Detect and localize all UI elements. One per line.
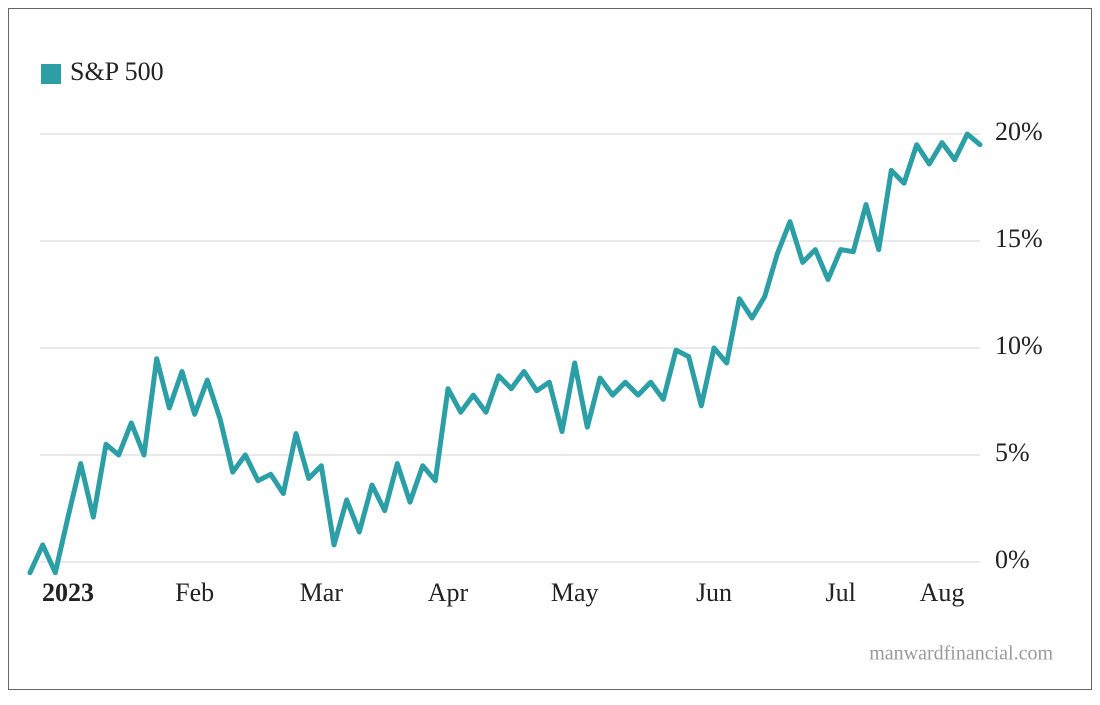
legend-swatch [41,64,61,84]
y-tick-label: 0% [995,545,1030,574]
y-tick-label: 10% [995,331,1043,360]
y-tick-label: 5% [995,438,1030,467]
line [27,131,983,576]
x-tick-label: May [551,578,599,607]
x-tick-label: Aug [920,578,965,607]
frame [8,8,1092,690]
x-tick-label: Mar [300,578,344,607]
x-tick-label: Jun [696,578,732,607]
y-tick-label: 15% [995,224,1043,253]
y-tick-label: 20% [995,117,1043,146]
x-tick-label: Jul [825,578,855,607]
x-tick-label: Feb [175,578,214,607]
x-tick-label: 2023 [42,578,94,607]
source: manwardfinancial.com [869,643,1053,665]
legend-label: S&P 500 [70,57,164,86]
x-tick-label: Apr [428,578,469,607]
